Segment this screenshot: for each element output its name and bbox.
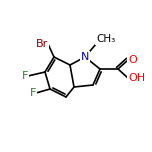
Text: N: N: [81, 52, 89, 62]
Text: Br: Br: [36, 39, 48, 49]
Text: F: F: [22, 71, 28, 81]
Text: OH: OH: [128, 73, 145, 83]
Text: CH₃: CH₃: [96, 34, 115, 44]
Text: F: F: [30, 88, 36, 98]
Text: O: O: [128, 55, 137, 65]
